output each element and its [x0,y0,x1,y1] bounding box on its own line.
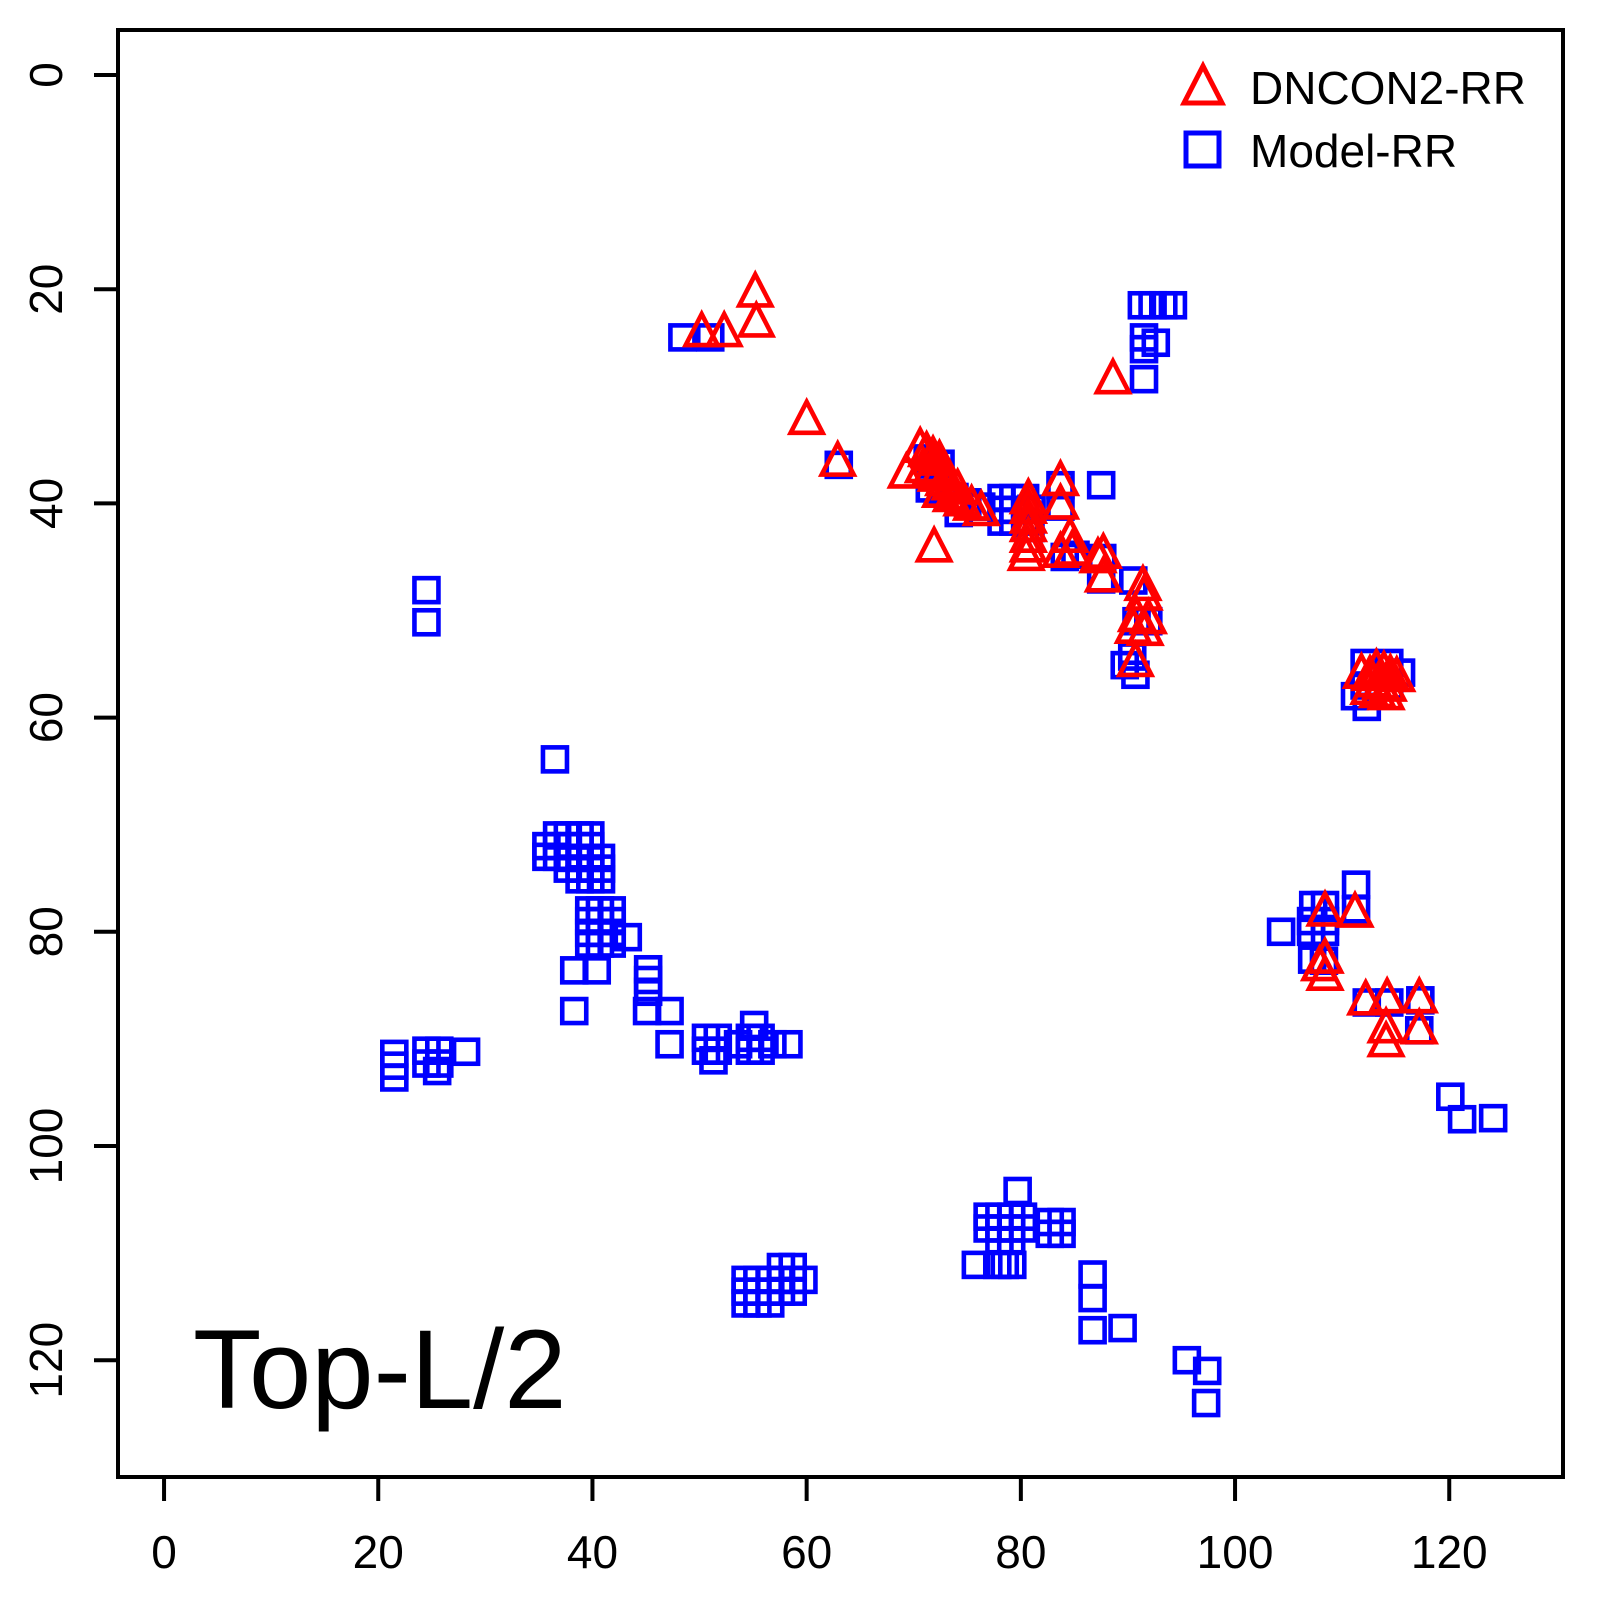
data-point-triangle [1345,977,1386,1016]
data-points-layer [380,269,1508,1418]
data-point-square [1108,1313,1137,1343]
data-point-triangle [1083,554,1124,593]
data-point-square [597,929,627,958]
data-point-square [633,977,663,1007]
x-tick-label: 0 [151,1526,177,1578]
data-point-triangle [914,524,954,563]
data-point-triangle [1366,672,1406,711]
x-tick-label: 60 [781,1526,832,1578]
data-point-triangle [1040,481,1081,520]
legend-label-dncon2: DNCON2-RR [1250,62,1526,114]
legend: DNCON2-RR Model-RR [1179,60,1526,177]
square-marker-icon [1183,130,1222,169]
y-tick-label: 100 [20,1108,72,1185]
data-point-triangle [1083,530,1124,570]
plot-title: Top-L/2 [193,1307,567,1432]
data-point-square [1086,470,1116,500]
data-point-square [1078,1283,1107,1313]
data-point-square [655,996,684,1026]
data-point-square [559,996,589,1026]
data-point-square [997,1250,1027,1280]
data-point-square [1158,290,1188,320]
data-point-triangle [1399,1006,1440,1045]
y-tick-label: 60 [20,692,72,743]
data-point-triangle [1040,529,1081,568]
data-point-square [586,865,616,894]
data-point-square [1078,1260,1107,1289]
data-point-triangle [1093,356,1133,395]
data-point-square [1129,334,1159,364]
data-point-triangle [704,309,744,348]
data-point-triangle [1006,532,1046,572]
data-point-square [703,1036,733,1065]
data-point-triangle [681,309,722,348]
y-tick-label: 20 [20,264,72,315]
data-point-square [655,1029,684,1059]
data-point-square [582,956,612,985]
data-point-square [668,323,697,352]
data-point-square [774,1029,803,1059]
y-tick-label: 0 [20,62,72,88]
data-point-triangle [817,438,858,477]
data-point-triangle [1128,596,1169,635]
legend-entry-dncon2: DNCON2-RR [1179,60,1526,114]
x-tick-label: 40 [567,1526,618,1578]
data-point-triangle [1366,1005,1406,1044]
data-point-square [1078,1315,1107,1345]
data-point-triangle [931,473,972,513]
axes-layer: 0 20 40 60 80 100 120 0 20 40 60 80 100 120 [20,62,1488,1578]
y-tick-label: 120 [20,1322,72,1399]
triangle-marker-icon [1179,60,1227,106]
data-point-triangle [1125,607,1165,647]
data-point-square [451,1037,481,1067]
legend-entry-model: Model-RR [1183,125,1457,177]
y-tick-label: 40 [20,478,72,529]
plot-border-box [116,28,1565,1479]
data-point-triangle [1349,666,1389,706]
data-point-triangle [1305,888,1345,927]
x-tick-label: 120 [1411,1526,1488,1578]
data-point-triangle [1366,1019,1406,1058]
y-tick-label: 80 [20,906,72,957]
data-point-square [1447,1104,1477,1134]
data-point-triangle [736,299,777,338]
data-point-square [755,1289,785,1318]
data-point-square [990,1250,1020,1280]
data-point-square [961,1250,991,1280]
data-point-triangle [735,269,776,308]
data-point-square [1003,1176,1032,1206]
data-point-square [699,1046,728,1075]
data-point-triangle [1305,952,1345,992]
data-point-square [422,1056,452,1086]
data-point-square [1266,917,1296,947]
data-point-triangle [942,478,982,517]
data-point-square [1192,1356,1222,1386]
x-tick-label: 20 [353,1526,404,1578]
data-point-square [1047,1219,1076,1249]
data-point-square [380,1063,409,1092]
data-point-square [412,607,441,637]
data-point-square [758,1029,787,1059]
data-point-square [540,745,570,774]
data-point-triangle [951,482,992,521]
data-point-triangle [786,396,827,436]
data-point-square [613,922,643,952]
data-point-triangle [1335,889,1375,928]
legend-label-model: Model-RR [1250,125,1457,177]
data-point-triangle [1123,562,1163,602]
data-point-triangle [1115,638,1156,678]
data-point-triangle [961,487,1001,527]
data-point-square [1478,1103,1508,1133]
data-point-square [1129,364,1159,394]
data-point-triangle [1008,514,1049,553]
data-point-square [412,575,441,605]
x-tick-label: 100 [1197,1526,1274,1578]
data-point-square [1191,1388,1221,1418]
data-point-triangle [920,469,961,508]
data-point-triangle [1040,457,1081,497]
x-tick-label: 80 [995,1526,1046,1578]
data-point-square [695,323,725,352]
